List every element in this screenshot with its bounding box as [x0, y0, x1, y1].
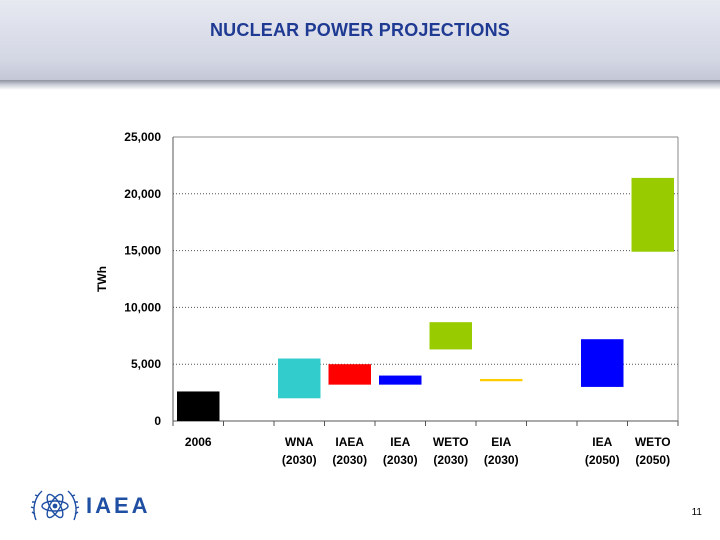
category-label: IEA — [390, 435, 410, 449]
iaea-emblem-icon — [30, 490, 80, 521]
y-tick-label: 25,000 — [124, 130, 161, 144]
category-sublabel: (2030) — [433, 453, 468, 467]
slide-title: NUCLEAR POWER PROJECTIONS — [209, 20, 511, 40]
y-tick-label: 20,000 — [124, 187, 161, 201]
category-label: EIA — [491, 435, 511, 449]
category-label: IAEA — [335, 435, 364, 449]
category-label: WNA — [285, 435, 314, 449]
y-tick-label: 15,000 — [124, 244, 161, 258]
y-tick-label: 0 — [154, 414, 161, 428]
bar — [631, 177, 674, 252]
category-sublabel: (2030) — [484, 453, 519, 467]
bar — [328, 364, 371, 385]
iaea-logo: IAEA — [30, 484, 151, 528]
category-sublabel: (2030) — [383, 453, 418, 467]
bar — [581, 339, 624, 387]
bar — [379, 375, 422, 385]
y-tick-label: 5,000 — [131, 357, 161, 371]
category-sublabel: (2050) — [585, 453, 620, 467]
bar — [177, 391, 220, 421]
category-sublabel: (2050) — [635, 453, 670, 467]
category-label: WETO — [635, 435, 671, 449]
bar — [429, 322, 472, 350]
category-label: WETO — [433, 435, 469, 449]
header-band — [0, 0, 720, 80]
category-label: IEA — [592, 435, 612, 449]
header-divider — [0, 80, 720, 90]
bar — [480, 378, 523, 382]
category-sublabel: (2030) — [282, 453, 317, 467]
category-label: 2006 — [185, 435, 212, 449]
page-number: 11 — [691, 507, 702, 518]
logo-text: IAEA — [86, 493, 151, 518]
y-axis-label: TWh — [95, 266, 109, 292]
category-sublabel: (2030) — [332, 453, 367, 467]
bar — [278, 358, 321, 399]
y-tick-label: 10,000 — [124, 300, 161, 314]
